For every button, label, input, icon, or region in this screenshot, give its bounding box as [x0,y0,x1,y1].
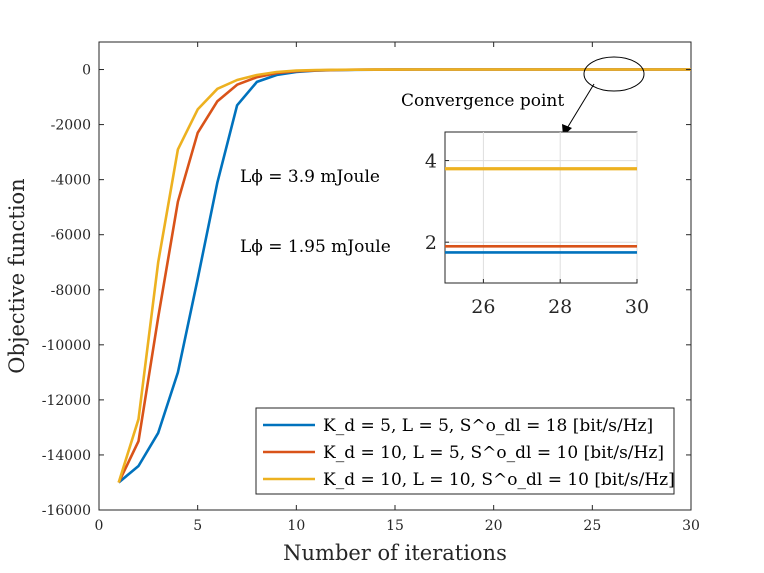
energy-annotation-high: Lϕ = 3.9 mJoule [240,167,380,187]
y-tick-label: -10000 [42,338,91,354]
x-tick-label: 5 [193,518,202,534]
y-tick-label: -2000 [51,118,91,134]
inset-plot-area [444,131,638,284]
inset-y-tick-label: 4 [425,151,437,173]
y-tick-label: -12000 [42,393,91,409]
legend-label-3: K_d = 10, L = 10, S^o_dl = 10 [bit/s/Hz] [323,470,675,490]
energy-annotation-low: Lϕ = 1.95 mJoule [240,237,391,257]
x-tick-label: 25 [583,518,601,534]
inset-axes: 26 28 30 2 4 [425,131,649,318]
inset-x-tick-label: 26 [471,296,495,318]
x-tick-label: 15 [386,518,404,534]
convergence-point-label: Convergence point [401,91,564,111]
x-tick-label: 30 [682,518,700,534]
inset-x-tick-label: 30 [625,296,649,318]
legend-label-2: K_d = 10, L = 5, S^o_dl = 10 [bit/s/Hz] [323,443,664,463]
series-line-3 [117,68,691,483]
legend: K_d = 5, L = 5, S^o_dl = 18 [bit/s/Hz] K_… [255,407,675,495]
legend-box [255,407,675,495]
y-tick-label: -6000 [51,228,91,244]
y-tick-label: -4000 [51,173,91,189]
y-tick-label: 0 [82,63,91,79]
y-tick-label: -8000 [51,283,91,299]
x-tick-label: 20 [485,518,503,534]
x-tick-label: 10 [287,518,305,534]
y-tick-label: -14000 [42,448,91,464]
convergence-ellipse [583,56,645,92]
x-axis-label: Number of iterations [283,541,507,565]
x-tick-label: 0 [95,518,104,534]
legend-label-1: K_d = 5, L = 5, S^o_dl = 18 [bit/s/Hz] [323,416,653,436]
y-axis-label: Objective function [5,178,29,373]
y-tick-label: -16000 [42,503,91,519]
inset-y-tick-label: 2 [425,232,437,254]
inset-x-tick-label: 28 [548,296,572,318]
